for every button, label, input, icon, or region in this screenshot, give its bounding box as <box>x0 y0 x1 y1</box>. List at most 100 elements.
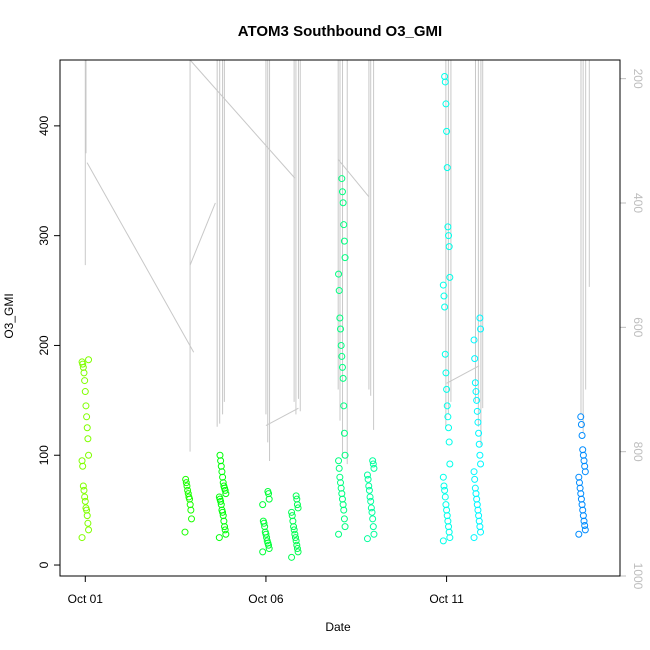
data-point <box>441 303 449 311</box>
data-point <box>340 221 348 229</box>
y-tick-label: 300 <box>37 225 51 245</box>
x-tick-label: Oct 11 <box>429 592 464 606</box>
data-point <box>441 350 449 358</box>
data-point <box>365 482 373 490</box>
data-point <box>577 413 585 421</box>
data-point <box>78 457 86 465</box>
data-point <box>341 451 349 459</box>
data-point <box>335 530 343 538</box>
data-point <box>369 457 377 465</box>
data-point <box>293 545 301 553</box>
y-axis-label: O3_GMI <box>2 293 16 338</box>
data-point <box>476 314 484 322</box>
data-point <box>477 325 485 333</box>
data-point <box>575 530 583 538</box>
data-point <box>369 523 377 531</box>
data-point <box>443 385 451 393</box>
data-point <box>340 237 348 245</box>
data-point <box>338 188 346 196</box>
right-tick-label: 1000 <box>631 563 645 590</box>
data-point <box>369 515 377 523</box>
data-point <box>215 534 223 542</box>
data-point <box>292 492 300 500</box>
data-point <box>367 504 375 512</box>
profile-line <box>337 159 370 198</box>
data-point <box>264 487 272 495</box>
data-point <box>366 493 374 501</box>
data-point <box>441 493 449 501</box>
data-point <box>581 521 589 529</box>
x-tick-label: Oct 01 <box>68 592 104 606</box>
data-point <box>370 464 378 472</box>
x-tick-label: Oct 06 <box>248 592 284 606</box>
data-point <box>81 377 89 385</box>
data-point <box>363 471 371 479</box>
data-point <box>476 451 484 459</box>
data-point <box>439 473 447 481</box>
data-point <box>339 374 347 382</box>
data-point <box>294 548 302 556</box>
data-point <box>474 418 482 426</box>
data-point <box>335 464 343 472</box>
data-point <box>441 486 449 494</box>
right-tick-label: 600 <box>631 317 645 337</box>
data-point <box>188 515 196 523</box>
data-point <box>82 402 90 410</box>
y-tick-label: 100 <box>37 445 51 465</box>
data-point <box>470 534 478 542</box>
data-point <box>221 526 229 534</box>
plot-frame <box>59 59 621 577</box>
y-tick-label: 400 <box>37 116 51 136</box>
data-point <box>335 287 343 295</box>
y-tick-label: 0 <box>37 561 51 568</box>
data-point <box>444 413 452 421</box>
data-point <box>446 460 454 468</box>
data-point <box>85 356 93 364</box>
data-point <box>216 451 224 459</box>
data-point <box>215 493 223 501</box>
data-point <box>288 508 296 516</box>
data-point <box>471 484 479 492</box>
data-point <box>472 388 480 396</box>
data-point <box>365 486 373 494</box>
data-point <box>575 473 583 481</box>
data-point <box>84 435 92 443</box>
data-point <box>445 438 453 446</box>
data-point <box>364 475 372 483</box>
data-point <box>182 475 190 483</box>
axes: 0 100 200 300 400 Oct 01 Oct 06 Oct 11 200 400 600… <box>37 60 645 606</box>
data-point <box>83 424 91 432</box>
data-point <box>185 493 193 501</box>
data-point <box>337 325 345 333</box>
data-point <box>477 460 485 468</box>
data-point <box>183 482 191 490</box>
profile-line <box>86 162 195 353</box>
data-point <box>339 199 347 207</box>
data-point <box>83 413 91 421</box>
data-point <box>470 468 478 476</box>
data-point <box>336 473 344 481</box>
data-point <box>81 388 89 396</box>
data-point <box>445 232 453 240</box>
data-point <box>79 482 87 490</box>
profile-line <box>265 407 299 426</box>
data-point <box>340 429 348 437</box>
right-tick-label: 400 <box>631 193 645 213</box>
data-point <box>80 486 88 494</box>
x-axis-label: Date <box>325 620 351 634</box>
data-point <box>84 519 92 527</box>
data-point <box>441 72 449 80</box>
data-point <box>446 273 454 281</box>
data-point <box>294 504 302 512</box>
data-point <box>184 490 192 498</box>
data-point <box>222 530 230 538</box>
right-tick-label: 200 <box>631 69 645 89</box>
data-point <box>338 352 346 360</box>
data-point <box>259 548 267 556</box>
data-point <box>81 493 89 501</box>
data-point <box>471 355 479 363</box>
data-point <box>341 523 349 531</box>
profile-line <box>189 202 216 266</box>
y-tick-label: 200 <box>37 335 51 355</box>
